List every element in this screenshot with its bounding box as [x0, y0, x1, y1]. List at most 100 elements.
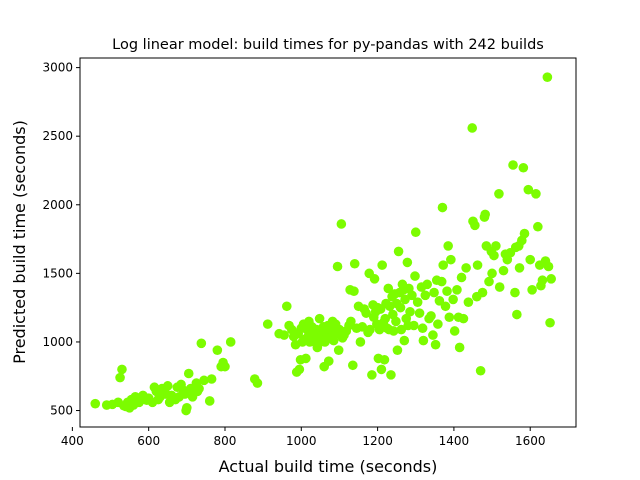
data-point [194, 383, 204, 394]
data-point [204, 396, 215, 406]
data-point [438, 260, 449, 270]
data-point [494, 282, 505, 292]
data-point [349, 286, 359, 297]
data-point [498, 265, 509, 276]
plot-frame [79, 57, 577, 428]
data-point [531, 189, 541, 199]
data-point [182, 403, 192, 413]
data-point [336, 219, 347, 229]
data-point [437, 202, 448, 213]
data-point [393, 246, 404, 257]
data-point [117, 364, 127, 375]
data-point [418, 335, 429, 346]
x-tick-label: 1400 [439, 434, 470, 448]
data-point [422, 279, 433, 290]
data-point [512, 309, 522, 320]
data-point [361, 308, 371, 318]
x-tick-label: 1200 [362, 434, 393, 448]
data-point [543, 261, 554, 272]
data-point [332, 261, 343, 272]
data-point [467, 123, 478, 133]
data-point [537, 275, 548, 286]
data-point [409, 320, 419, 331]
data-point [442, 286, 452, 297]
data-point [365, 324, 375, 335]
data-point [470, 220, 480, 231]
x-tick-label: 1600 [515, 434, 546, 448]
data-point [461, 263, 471, 273]
data-point [301, 353, 311, 364]
data-point [346, 316, 356, 327]
data-point [508, 160, 518, 170]
data-point [279, 330, 289, 340]
x-tick-label: 600 [137, 434, 160, 448]
data-point [90, 398, 101, 409]
data-point [388, 326, 399, 336]
data-point [518, 162, 529, 173]
data-point [449, 326, 460, 336]
x-tick-label: 400 [61, 434, 84, 448]
data-point [514, 263, 525, 273]
data-point [407, 290, 417, 301]
data-point [220, 361, 230, 372]
data-point [225, 337, 236, 347]
data-point [369, 274, 380, 284]
data-point [212, 345, 223, 355]
data-point [440, 301, 451, 312]
data-point [527, 285, 537, 295]
data-point [456, 272, 467, 283]
data-point [436, 276, 447, 287]
data-point [348, 360, 358, 371]
data-point [533, 221, 543, 232]
data-point [333, 345, 344, 355]
y-tick-label: 1500 [42, 266, 73, 280]
data-point [523, 184, 534, 195]
data-point [458, 313, 469, 324]
data-point [294, 364, 305, 375]
data-point [430, 339, 441, 350]
data-point [314, 313, 325, 324]
data-point [281, 301, 292, 312]
data-point [262, 319, 273, 329]
data-point [355, 337, 366, 347]
data-point [487, 268, 497, 279]
data-point [463, 297, 474, 307]
y-tick-label: 500 [50, 404, 73, 418]
x-tick-label: 800 [214, 434, 237, 448]
points-layer [90, 72, 556, 416]
data-point [426, 311, 436, 321]
data-point [377, 260, 387, 270]
data-point [410, 271, 420, 281]
data-point [428, 330, 438, 340]
data-point [489, 250, 499, 261]
data-point [391, 316, 401, 327]
data-point [494, 189, 504, 199]
data-point [477, 287, 488, 298]
data-point [399, 335, 410, 346]
data-point [444, 312, 455, 323]
data-point [434, 296, 445, 306]
data-point [379, 354, 390, 365]
data-point [386, 370, 396, 380]
data-point [491, 241, 501, 251]
data-point [199, 375, 209, 386]
data-point [484, 276, 494, 287]
data-point [443, 241, 453, 251]
y-axis-ticks: 500 1000 1500 2000 2500 3000 [42, 61, 80, 418]
data-point [452, 285, 462, 295]
y-tick-label: 2000 [42, 198, 73, 212]
data-point [252, 378, 263, 388]
x-axis-title: Actual build time (seconds) [219, 457, 438, 476]
y-tick-label: 3000 [42, 61, 73, 75]
data-point [115, 372, 125, 383]
data-point [519, 228, 530, 239]
data-point [446, 254, 456, 265]
data-point [448, 294, 458, 305]
data-point [183, 368, 194, 379]
data-point [405, 306, 415, 317]
data-point [475, 365, 486, 376]
data-point [546, 274, 556, 284]
data-point [323, 356, 334, 366]
data-point [414, 308, 425, 318]
data-point [472, 260, 483, 270]
